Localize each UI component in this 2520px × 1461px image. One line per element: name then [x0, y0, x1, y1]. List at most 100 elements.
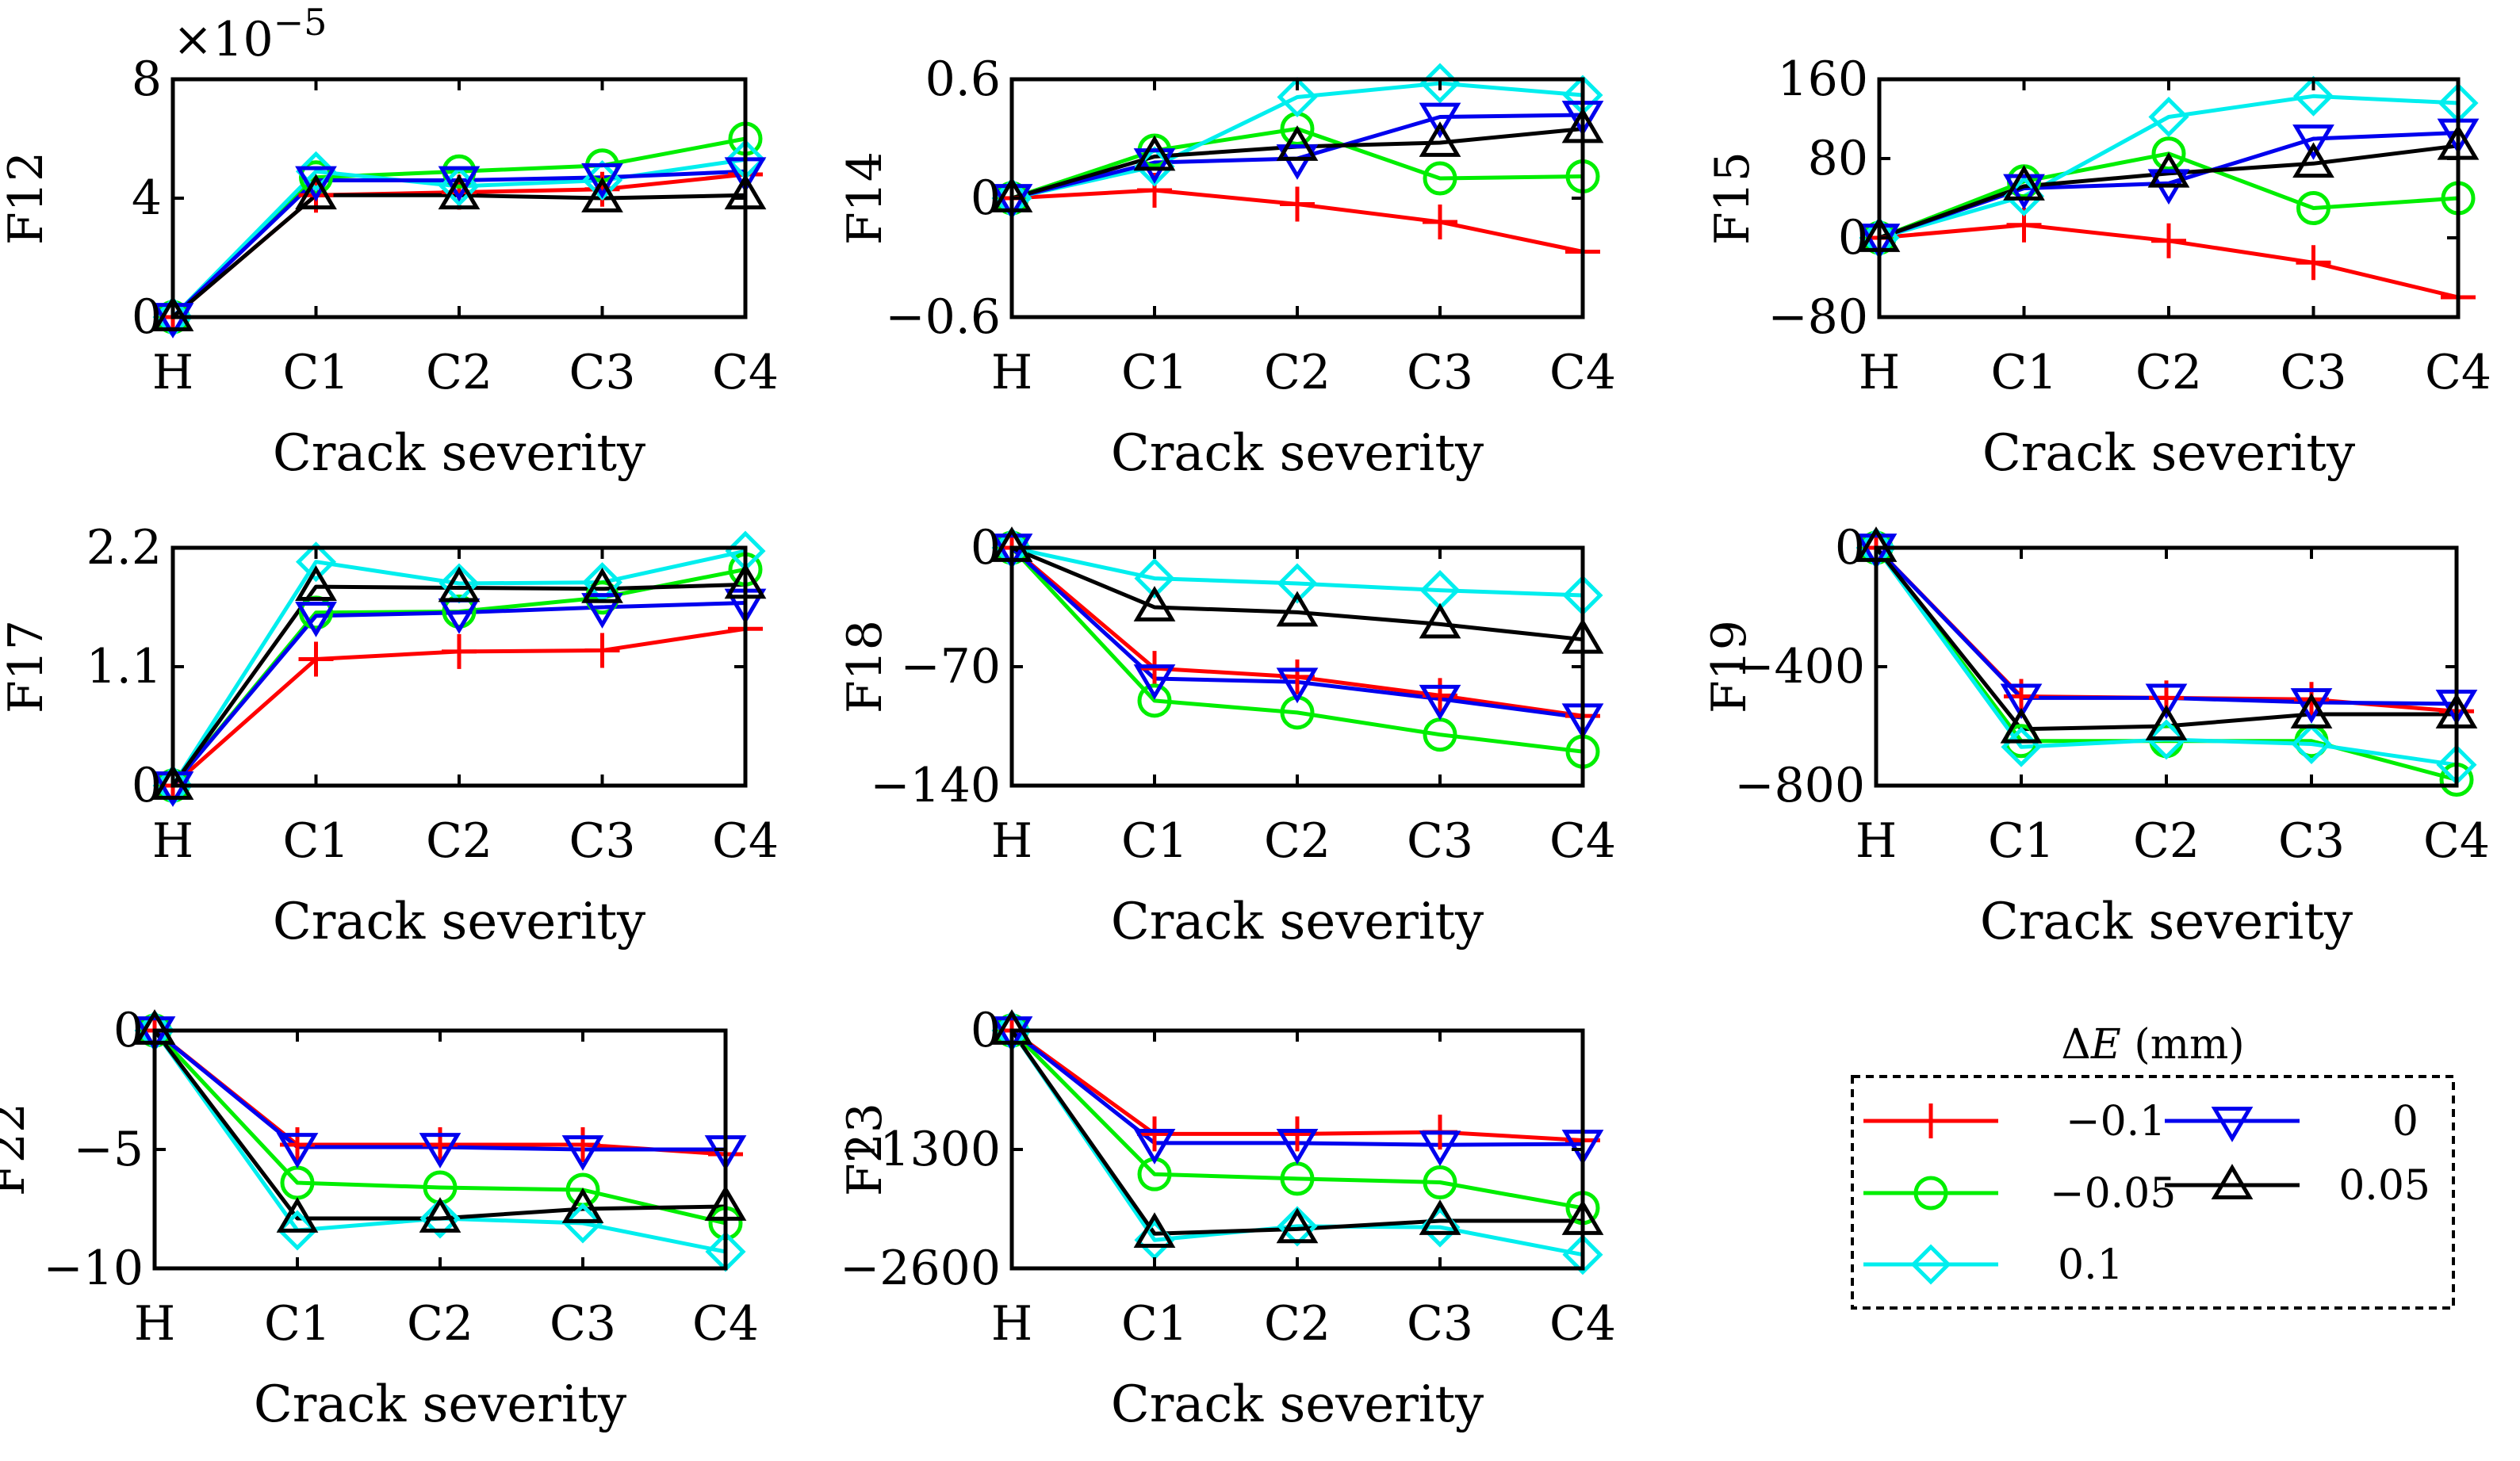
series-line-2 [170, 549, 746, 787]
data-point [1419, 1199, 1461, 1235]
legend-label: 0.1 [2058, 1241, 2124, 1289]
data-point [295, 565, 337, 601]
y-tick-label: 0 [1835, 520, 1865, 576]
y-tick-label: 0 [132, 758, 162, 813]
x-tick-label: C2 [407, 1296, 473, 1352]
legend-label: −0.1 [2066, 1098, 2166, 1145]
x-tick-label: C1 [282, 345, 349, 400]
series-line-4 [1879, 143, 2459, 240]
series-line-2 [1011, 545, 1584, 598]
y-tick-label: −2600 [840, 1241, 1001, 1296]
y-tick-label: 0 [113, 1003, 144, 1058]
data-point [295, 602, 337, 637]
y-tick-label: 80 [1808, 131, 1868, 186]
x-tick-label: C3 [550, 1296, 616, 1352]
series-line-1 [153, 1029, 726, 1226]
data-point [581, 567, 623, 603]
chart-panel-f23: H C1 C2 C3 C4 −2600 −1300 0 Crack severity F23 [837, 1003, 1616, 1434]
data-point [581, 163, 623, 199]
series-line-4 [171, 193, 746, 319]
chart-panel-f15: H C1 C2 C3 C4 −80 0 80 160 Crack severity F15 [1705, 52, 2491, 483]
data-point [2145, 683, 2188, 720]
data-point [990, 1016, 1033, 1052]
chart-panel-f17: H C1 C2 C3 C4 0 1.1 2.2 Crack severity F17 [0, 520, 779, 951]
data-point [2296, 245, 2331, 281]
y-tick-label: −80 [1767, 289, 1868, 345]
series-line-1 [1010, 1029, 1584, 1210]
x-tick-label: C3 [2278, 813, 2345, 869]
y-axis-label: F23 [837, 1103, 893, 1196]
data-point [2292, 142, 2334, 178]
y-tick-label: 0 [132, 289, 162, 345]
x-axis-label: Crack severity [1111, 424, 1484, 483]
data-point [2148, 96, 2189, 138]
y-tick-label: −5 [74, 1122, 144, 1177]
data-point [2003, 165, 2045, 201]
x-tick-label: C4 [1549, 813, 1616, 869]
x-tick-label: H [991, 345, 1032, 400]
data-point [1419, 121, 1461, 157]
data-point [299, 160, 333, 195]
data-point [1276, 1207, 1319, 1244]
data-point [2000, 683, 2043, 720]
legend-entry: 0.05 [2165, 1162, 2430, 1210]
data-point [1137, 1116, 1172, 1152]
x-tick-label: C1 [264, 1296, 331, 1352]
chart-panel-f14: H C1 C2 C3 C4 −0.6 0 0.6 Crack severity F14 [837, 52, 1616, 483]
x-tick-label: C4 [692, 1296, 759, 1352]
data-point [1280, 1116, 1315, 1152]
x-tick-label: C1 [1990, 345, 2057, 400]
y-tick-label: 0.6 [925, 52, 1001, 107]
data-point [1133, 586, 1176, 621]
data-point [1133, 1129, 1176, 1165]
x-tick-label: C4 [2423, 813, 2490, 869]
series-line-3 [171, 601, 746, 787]
y-tick-label: −0.6 [885, 289, 1001, 345]
legend-entry: 0.1 [1863, 1241, 2124, 1289]
data-point [2146, 719, 2187, 760]
x-tick-label: C4 [712, 813, 779, 869]
legend-entry: 0 [2165, 1098, 2419, 1145]
data-point [419, 1197, 461, 1233]
data-point [419, 1198, 461, 1239]
data-point [438, 566, 481, 602]
data-point [1423, 1165, 1457, 1200]
data-point [2000, 707, 2043, 744]
y-axis-label: F12 [0, 151, 54, 245]
x-tick-label: H [991, 813, 1032, 869]
y-tick-label: −10 [43, 1241, 144, 1296]
x-axis-label: Crack severity [1111, 1375, 1484, 1434]
y-tick-label: 4 [132, 170, 162, 226]
x-tick-label: C4 [1549, 1296, 1616, 1352]
data-point [561, 1188, 604, 1223]
data-point [1419, 684, 1461, 721]
data-point [2290, 688, 2333, 724]
data-point [1276, 591, 1319, 627]
legend-entry: −0.05 [1863, 1170, 2176, 1218]
data-point [2151, 223, 2186, 258]
y-axis-label: F14 [837, 151, 893, 245]
legend-marker [2211, 1107, 2254, 1142]
x-tick-label: C2 [1264, 345, 1331, 400]
x-tick-label: C2 [2133, 813, 2200, 869]
data-point [419, 1133, 461, 1168]
legend-marker [1913, 1103, 1948, 1138]
y-axis-label: F18 [837, 620, 893, 713]
y-tick-label: 1.1 [86, 639, 162, 694]
y-axis-label: F17 [0, 620, 54, 713]
series-line-4 [153, 1029, 726, 1221]
legend-title: ΔE (mm) [2061, 1021, 2244, 1069]
x-tick-label: C2 [426, 813, 492, 869]
data-point [276, 1197, 319, 1233]
data-point [438, 166, 481, 202]
data-point [562, 1203, 603, 1244]
data-point [2147, 151, 2190, 188]
x-tick-label: H [991, 1296, 1032, 1352]
legend-label: 0.05 [2338, 1162, 2430, 1210]
data-point [438, 174, 481, 210]
x-tick-label: C3 [1407, 1296, 1473, 1352]
x-tick-label: C4 [712, 345, 779, 400]
data-point [1133, 135, 1176, 171]
y-tick-label: −70 [900, 639, 1001, 694]
